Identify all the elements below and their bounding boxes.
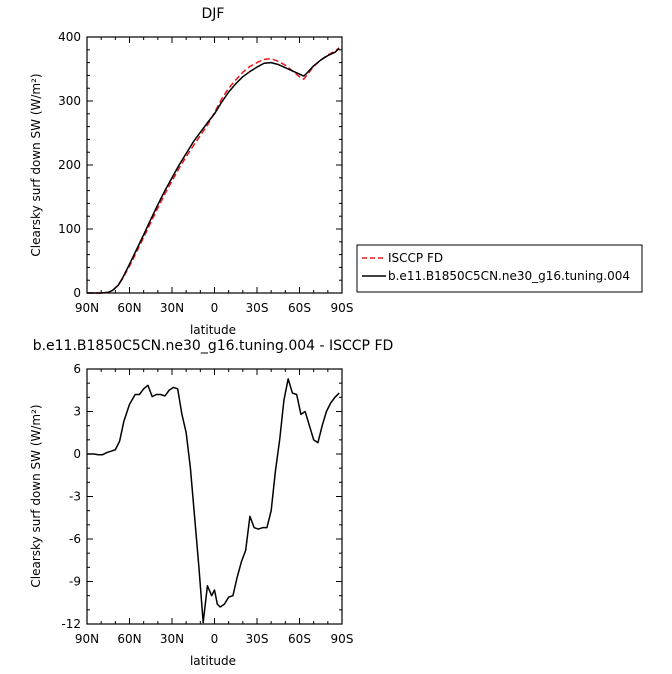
bottom-y-axis-label: Clearsky surf down SW (W/m²)	[29, 404, 43, 587]
bottom-series-line-0	[87, 378, 340, 624]
bottom-title: b.e11.B1850C5CN.ne30_g16.tuning.004 - IS…	[33, 338, 394, 354]
top-x-tick-label: 0	[211, 301, 219, 315]
legend-label-model: b.e11.B1850C5CN.ne30_g16.tuning.004	[388, 269, 630, 283]
bottom-x-tick-label: 90S	[331, 632, 354, 646]
legend-label-isccp: ISCCP FD	[388, 251, 443, 265]
bottom-y-tick-label: -12	[61, 617, 81, 631]
top-series-line-0	[87, 47, 340, 294]
bottom-y-tick-label: 6	[73, 362, 81, 376]
top-x-tick-label: 90S	[331, 301, 354, 315]
top-y-tick-label: 200	[58, 158, 81, 172]
top-x-tick-label: 90N	[75, 301, 99, 315]
bottom-x-tick-label: 90N	[75, 632, 99, 646]
top-y-tick-label: 300	[58, 94, 81, 108]
bottom-series	[87, 378, 340, 624]
top-series-line-1	[87, 47, 340, 294]
top-x-tick-label: 60S	[288, 301, 311, 315]
top-x-tick-label: 60N	[117, 301, 141, 315]
bottom-x-tick-label: 60N	[117, 632, 141, 646]
bottom-x-axis-label: latitude	[190, 654, 236, 668]
top-x-tick-label: 30N	[160, 301, 184, 315]
top-y-axis-label: Clearsky surf down SW (W/m²)	[29, 73, 43, 256]
bottom-x-tick-label: 30N	[160, 632, 184, 646]
top-y-axis-label-text: Clearsky surf down SW (W/m²)	[29, 73, 43, 256]
top-axes: 90N 60N 30N 0 30S 60S 90S 0 100 200 300 400	[58, 30, 353, 315]
bottom-y-tick-label: -9	[69, 575, 81, 589]
bottom-x-tick-label: 60S	[288, 632, 311, 646]
legend: ISCCP FD b.e11.B1850C5CN.ne30_g16.tuning…	[356, 244, 643, 293]
bottom-x-tick-label: 30S	[246, 632, 269, 646]
bottom-plot-frame	[86, 368, 343, 625]
bottom-x-tick-label: 0	[211, 632, 219, 646]
bottom-y-tick-label: -6	[69, 532, 81, 546]
top-y-tick-label: 400	[58, 30, 81, 44]
top-y-tick-label: 0	[73, 286, 81, 300]
bottom-y-tick-label: 0	[73, 447, 81, 461]
legend-box	[356, 244, 643, 293]
bottom-y-axis-label-text: Clearsky surf down SW (W/m²)	[29, 404, 43, 587]
top-y-tick-label: 100	[58, 222, 81, 236]
bottom-axes: 90N 60N 30N 0 30S 60S 90S -12 -9 -6 -3 0 3 6	[61, 362, 353, 646]
top-x-tick-label: 30S	[246, 301, 269, 315]
bottom-panel: b.e11.B1850C5CN.ne30_g16.tuning.004 - IS…	[29, 338, 393, 668]
top-title: DJF	[202, 6, 225, 22]
bottom-y-tick-label: -3	[69, 490, 81, 504]
top-x-axis-label: latitude	[190, 323, 236, 337]
top-series	[87, 47, 340, 294]
bottom-y-tick-label: 3	[73, 405, 81, 419]
top-panel: DJF 90N 60N 30N 0 30S 60S 90S 0 100 200 300 400 lat…	[29, 6, 353, 337]
